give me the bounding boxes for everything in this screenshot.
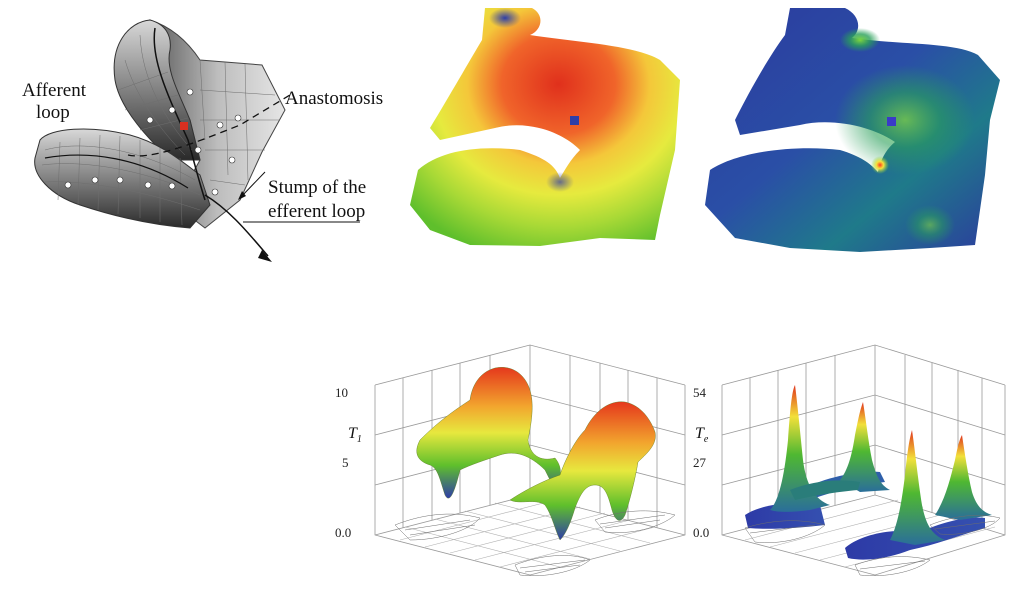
surface-t1-floor-mesh xyxy=(394,510,676,576)
efferent-arrow-curve xyxy=(204,194,269,257)
heatmap-te-panel xyxy=(705,8,1000,252)
heatmap-te-green-top xyxy=(840,28,880,52)
surface-t1-peak-right xyxy=(509,401,656,541)
heatmap-t1-shape xyxy=(410,8,680,246)
stump-label-line1: Stump of the xyxy=(268,177,366,198)
heatmap-te-green-low xyxy=(905,205,955,245)
surface-te-tick-min: 0.0 xyxy=(693,525,709,540)
surface-t1-tick-min: 0.0 xyxy=(335,525,351,540)
stump-leader-arrowhead xyxy=(238,191,246,200)
red-marker xyxy=(180,122,188,130)
heatmap-te-hotspot xyxy=(871,156,889,174)
lumen-line xyxy=(153,27,206,201)
stump-label-line2: efferent loop xyxy=(268,201,365,222)
surface-te-spike-4 xyxy=(935,435,992,520)
anastomosis-dashed-line xyxy=(127,94,291,157)
afferent-label-line2: loop xyxy=(36,102,70,123)
heatmap-t1-blue-top xyxy=(489,8,521,28)
stump-leader-arrow xyxy=(239,171,266,199)
heatmap-te-green-band xyxy=(835,65,975,175)
surface-t1-tick-max: 10 xyxy=(335,385,348,400)
surface-te-tick-mid: 27 xyxy=(693,455,707,470)
surface-te-axis-label: Te xyxy=(695,425,709,445)
surface-t1-tick-mid: 5 xyxy=(342,455,349,470)
mesh-model-panel: Afferent loop Anastomosis Stump of the e… xyxy=(22,19,383,262)
surface-te-floor-mesh xyxy=(744,515,1001,576)
surface-te-tick-max: 54 xyxy=(693,385,707,400)
surface-t1-peak-left xyxy=(416,367,561,499)
mesh-grid xyxy=(41,34,280,226)
surface-t1-floor-grid xyxy=(399,499,656,568)
surface-t1-axis-label: T1 xyxy=(348,425,362,445)
surface-te-spike-3 xyxy=(890,430,945,545)
afferent-label-line1: Afferent xyxy=(22,80,87,101)
surface-plot-t1: 10 5 0.0 T1 xyxy=(335,344,686,576)
surface-plot-te: 54 27 0.0 Te xyxy=(693,344,1006,576)
heatmap-t1-marker xyxy=(570,116,579,125)
lower-lumen-line xyxy=(44,154,189,189)
surface-te-spike-2 xyxy=(840,402,890,492)
electrode-dots xyxy=(64,88,242,196)
surface-te-ridge xyxy=(790,480,860,500)
heatmap-t1-dark-notch xyxy=(546,172,574,192)
anastomosis-label: Anastomosis xyxy=(285,88,383,109)
surface-te-spike-1 xyxy=(770,385,830,512)
heatmap-t1-panel xyxy=(410,8,680,246)
heatmap-te-marker xyxy=(887,117,896,126)
efferent-arrow-head xyxy=(258,250,272,262)
